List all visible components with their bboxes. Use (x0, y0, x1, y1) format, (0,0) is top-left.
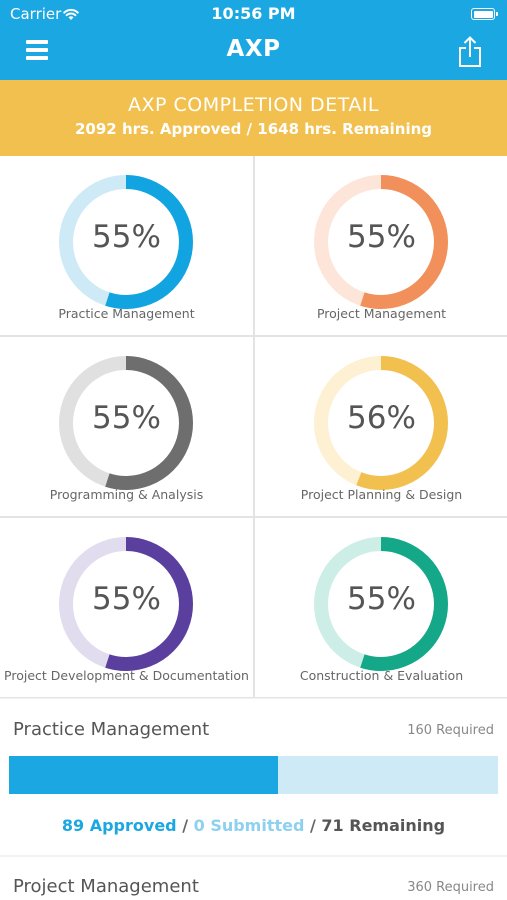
detail-required-hours: 160 Required (407, 723, 494, 738)
carrier-label: Carrier (10, 5, 62, 23)
detail-area-name: Practice Management (13, 719, 210, 740)
progress-ring (314, 537, 448, 671)
area-label: Project Management (316, 306, 447, 321)
completion-banner: AXP COMPLETION DETAIL 2092 hrs. Approved… (0, 80, 507, 156)
area-percent: 55% (92, 219, 161, 255)
progress-ring-arc (314, 356, 448, 490)
progress-ring (314, 356, 448, 490)
hours-breakdown: 89 Approved / 0 Submitted / 71 Remaining (61, 816, 446, 835)
progress-bar (9, 756, 498, 794)
area-tile-project-management[interactable]: 55% Project Management (255, 156, 507, 335)
progress-ring (59, 175, 193, 309)
progress-ring (59, 356, 193, 490)
progress-bar-fill (9, 756, 278, 794)
progress-ring-arc (59, 356, 193, 490)
wifi-icon (62, 6, 80, 25)
approved-hours: 89 Approved (61, 816, 177, 835)
progress-ring-arc (314, 537, 448, 671)
detail-required-hours: 360 Required (407, 880, 494, 895)
area-tile-practice-management[interactable]: 55% Practice Management (0, 156, 253, 335)
progress-ring-arc (314, 175, 448, 309)
progress-ring (59, 537, 193, 671)
area-percent: 55% (92, 400, 161, 436)
area-tile-programming-analysis[interactable]: 55% Programming & Analysis (0, 337, 253, 516)
area-label: Programming & Analysis (49, 487, 204, 502)
area-label: Project Planning & Design (300, 487, 463, 502)
share-icon[interactable] (457, 36, 483, 72)
detail-area-name: Project Management (13, 876, 199, 897)
progress-ring-arc (59, 537, 193, 671)
area-percent: 56% (347, 400, 416, 436)
battery-icon (471, 8, 498, 20)
clock: 10:56 PM (211, 4, 296, 23)
area-tile-project-planning-design[interactable]: 56% Project Planning & Design (255, 337, 507, 516)
area-label: Construction & Evaluation (299, 668, 464, 683)
area-percent: 55% (347, 581, 416, 617)
progress-ring (314, 175, 448, 309)
experience-area-grid: 55% Practice Management 55% Project Manage… (0, 156, 507, 698)
status-bar: Carrier 10:56 PM (0, 0, 507, 28)
detail-practice-management[interactable]: Practice Management 160 Required 89 Appr… (0, 699, 507, 855)
area-tile-project-development-documentation[interactable]: 55% Project Development & Documentation (0, 518, 253, 697)
banner-summary: 2092 hrs. Approved / 1648 hrs. Remaining (74, 120, 433, 138)
area-percent: 55% (92, 581, 161, 617)
area-label: Practice Management (58, 306, 195, 321)
progress-ring-arc (59, 175, 193, 309)
detail-project-management[interactable]: Project Management 360 Required (0, 857, 507, 900)
submitted-hours: 0 Submitted (193, 816, 305, 835)
area-tile-construction-evaluation[interactable]: 55% Construction & Evaluation (255, 518, 507, 697)
remaining-hours: 71 Remaining (321, 816, 446, 835)
nav-bar: AXP (0, 28, 507, 80)
banner-title: AXP COMPLETION DETAIL (127, 94, 380, 116)
hamburger-menu-icon[interactable] (26, 40, 48, 60)
page-title: AXP (226, 36, 281, 62)
area-percent: 55% (347, 219, 416, 255)
area-label: Project Development & Documentation (4, 668, 249, 683)
